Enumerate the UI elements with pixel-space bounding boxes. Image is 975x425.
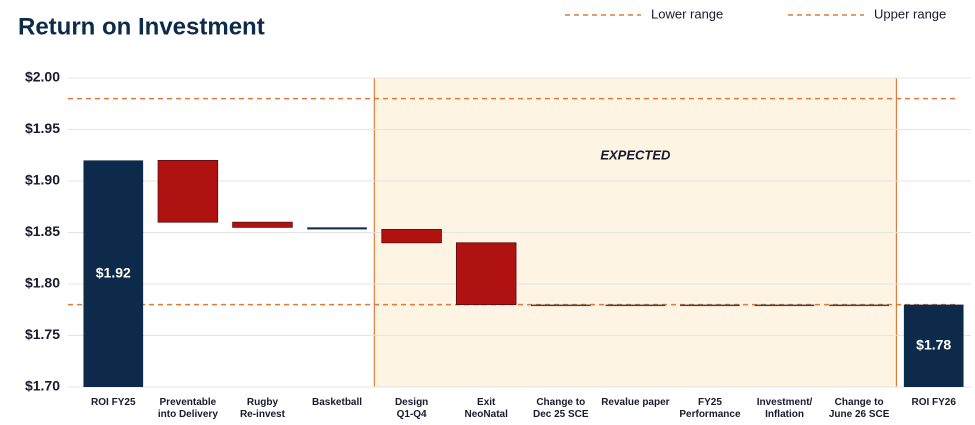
data-label: $1.92 [96, 264, 131, 280]
x-tick-label: Preventable into Delivery [157, 397, 218, 420]
y-tick-label: $2.00 [25, 69, 60, 85]
x-tick-label: Design Q1-Q4 [394, 397, 429, 420]
x-tick-label: Investment/ Inflation [756, 397, 813, 420]
bar [530, 304, 591, 307]
bar [605, 304, 666, 307]
x-tick-label: Basketball [312, 397, 363, 408]
y-tick-label: $1.75 [25, 326, 60, 342]
region-label: EXPECTED [600, 147, 671, 162]
x-tick-label: Exit NeoNatal [464, 397, 508, 420]
x-tick-label: Change to June 26 SCE [828, 397, 890, 420]
bar [83, 160, 144, 387]
bar [307, 227, 367, 230]
legend-label: Upper range [874, 6, 946, 21]
x-tick-label: Revalue paper [601, 397, 670, 408]
chart-title: Return on Investment [18, 13, 265, 40]
x-tick-label: ROI FY25 [91, 397, 136, 408]
x-tick-label: Rugby Re-invest [239, 397, 285, 420]
bar [157, 159, 219, 223]
legend-label: Lower range [651, 6, 723, 21]
bar [455, 242, 517, 306]
bar [754, 304, 815, 307]
bar [829, 304, 889, 307]
bar [381, 229, 442, 244]
bar [903, 304, 964, 387]
bar [232, 221, 293, 228]
y-tick-label: $1.70 [25, 378, 60, 394]
y-tick-label: $1.80 [25, 275, 60, 291]
y-tick-label: $1.90 [25, 172, 60, 188]
x-tick-label: ROI FY26 [911, 397, 956, 408]
y-tick-label: $1.85 [25, 223, 60, 239]
x-tick-label: Change to Dec 25 SCE [532, 397, 589, 420]
x-tick-label: FY25 Performance [679, 397, 741, 420]
data-label: $1.78 [916, 337, 951, 353]
y-tick-label: $1.95 [25, 120, 60, 136]
bar [680, 304, 740, 307]
